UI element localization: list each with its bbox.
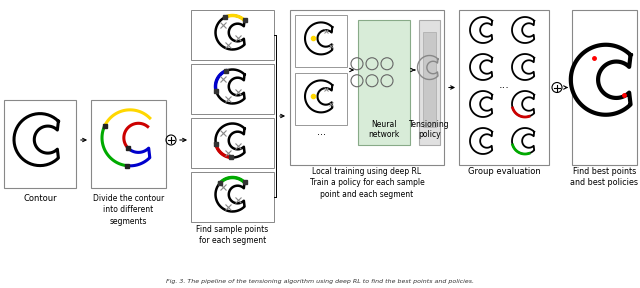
Bar <box>295 15 347 67</box>
Text: ...: ... <box>317 127 326 137</box>
Bar <box>191 118 274 168</box>
Text: Local training using deep RL
Train a policy for each sample
point and each segme: Local training using deep RL Train a pol… <box>310 167 424 199</box>
Text: Find sample points
for each segment: Find sample points for each segment <box>196 225 269 245</box>
Text: Divide the contour
into different
segments: Divide the contour into different segmen… <box>93 194 164 226</box>
Text: Group evaluation: Group evaluation <box>468 167 540 176</box>
Text: Contour: Contour <box>23 194 57 203</box>
Bar <box>91 100 166 188</box>
Bar <box>459 10 549 165</box>
Bar <box>358 20 410 145</box>
Bar <box>295 73 347 125</box>
Bar <box>191 10 274 60</box>
Text: Neural
network: Neural network <box>369 120 399 139</box>
Bar <box>191 172 274 222</box>
Text: ...: ... <box>499 81 509 90</box>
Bar <box>572 10 637 165</box>
Text: Find best points
and best policies: Find best points and best policies <box>570 167 639 187</box>
Bar <box>4 100 76 188</box>
Text: Fig. 3. The pipeline of the tensioning algorithm using deep RL to find the best : Fig. 3. The pipeline of the tensioning a… <box>166 279 474 284</box>
Bar <box>419 20 440 145</box>
Text: Tensioning
policy: Tensioning policy <box>409 120 450 139</box>
Bar <box>191 64 274 114</box>
Bar <box>290 10 444 165</box>
Bar <box>423 32 436 127</box>
